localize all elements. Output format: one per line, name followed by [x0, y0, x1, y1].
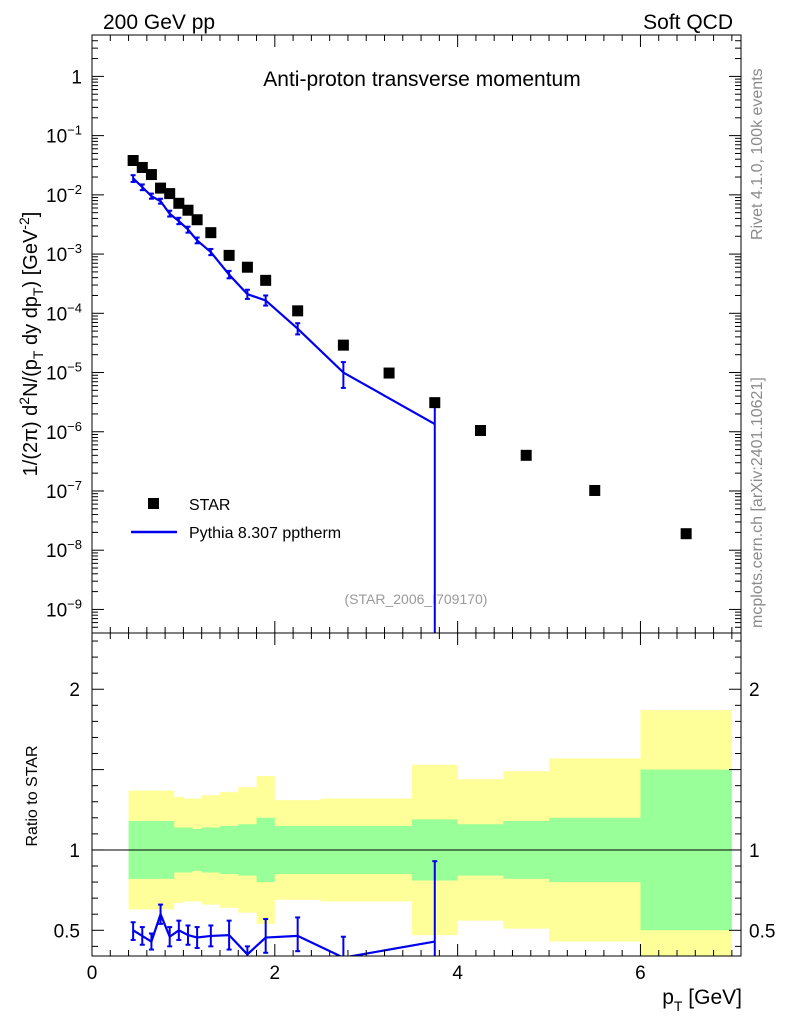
- y-tick-label: 1: [71, 67, 82, 88]
- upper-series-layer: [127, 155, 692, 633]
- star-data-point: [589, 484, 601, 496]
- ratio-y-tick-label-left: 0.5: [54, 921, 80, 942]
- star-data-point: [474, 424, 486, 436]
- x-axis-title: pT [GeV]: [662, 986, 742, 1014]
- star-data-point: [520, 449, 532, 461]
- x-axis-title-text: pT [GeV]: [662, 986, 742, 1014]
- y-tick-label: 10−2: [46, 182, 82, 207]
- ratio-series-layer: [130, 860, 438, 956]
- star-data-point: [136, 161, 148, 173]
- ratio-y-tick-label-right: 0.5: [749, 921, 775, 942]
- ratio-uncertainty-bands: [92, 710, 741, 956]
- y-tick-label: 10−1: [46, 123, 82, 148]
- y-tick-label: 10−3: [46, 241, 82, 266]
- star-data-point: [205, 227, 217, 239]
- lower-axes: 0.5 0.5 1 1 2 2 0 2 4 6: [54, 632, 775, 984]
- y-tick-label: 10−8: [46, 537, 82, 562]
- analysis-id-label: (STAR_2006_I709170): [345, 591, 488, 607]
- star-data-point: [383, 367, 395, 379]
- mcplots-label: mcplots.cern.ch [arXiv:2401.10621]: [749, 377, 766, 628]
- y-tick-label: 10−6: [46, 419, 82, 444]
- legend-star-label: STAR: [189, 497, 230, 514]
- x-tick-label: 4: [452, 963, 463, 984]
- y-tick-label: 10−7: [46, 478, 82, 503]
- ratio-y-tick-label-left: 2: [69, 680, 80, 701]
- star-data-point: [182, 204, 194, 216]
- lower-frame: [91, 632, 742, 957]
- header-category-label: Soft QCD: [643, 11, 733, 34]
- y-tick-label: 10−9: [46, 596, 82, 621]
- x-tick-label: 2: [270, 963, 281, 984]
- ratio-y-tick-label-right: 2: [749, 680, 760, 701]
- star-data-point: [173, 197, 185, 209]
- y-tick-label: 10−4: [46, 300, 82, 325]
- chart-title: Anti-proton transverse momentum: [263, 68, 580, 91]
- legend-star-marker: [148, 498, 159, 509]
- star-data-point: [191, 214, 203, 226]
- x-tick-label: 6: [635, 963, 646, 984]
- legend: STAR Pythia 8.307 pptherm: [131, 497, 341, 542]
- upper-axes: 1 10−1 10−2 10−3 10−4 10−5 10−6 10−7 10−8 10−9: [46, 34, 742, 634]
- star-data-point: [260, 274, 272, 286]
- star-data-point: [223, 249, 235, 261]
- star-data-point: [127, 155, 139, 167]
- legend-pythia-label: Pythia 8.307 pptherm: [189, 525, 341, 542]
- rivet-version-label: Rivet 4.1.0, 100k events: [749, 68, 766, 240]
- star-data-point: [429, 397, 441, 409]
- upper-frame: [91, 34, 742, 634]
- upper-y-axis-title: 1/(2π) d2N/(pT dy dpT) [GeV-2]: [16, 212, 46, 477]
- star-data-point: [155, 182, 167, 194]
- star-data-point: [145, 169, 157, 181]
- upper-panel: Anti-proton transverse momentum (STAR_20…: [16, 34, 742, 634]
- lower-panel: 0.5 0.5 1 1 2 2 0 2 4 6 Ratio to STAR pT [GeV]: [24, 632, 775, 1014]
- pythia-line: [132, 177, 436, 425]
- ratio-y-tick-label-left: 1: [69, 841, 80, 862]
- star-data-point: [680, 528, 692, 540]
- header-energy-label: 200 GeV pp: [103, 11, 215, 34]
- ratio-series-group: [130, 860, 438, 956]
- ratio-y-tick-label-right: 1: [749, 841, 760, 862]
- ratio-y-axis-title: Ratio to STAR: [24, 745, 41, 846]
- star-data-point: [164, 188, 176, 200]
- star-data-point: [292, 305, 304, 317]
- x-tick-label: 0: [87, 963, 98, 984]
- star-data-point: [337, 339, 349, 351]
- star-data-point: [241, 261, 253, 273]
- y-tick-label: 10−5: [46, 360, 82, 385]
- upper-y-axis-label: 1/(2π) d2N/(pT dy dpT) [GeV-2]: [16, 212, 46, 477]
